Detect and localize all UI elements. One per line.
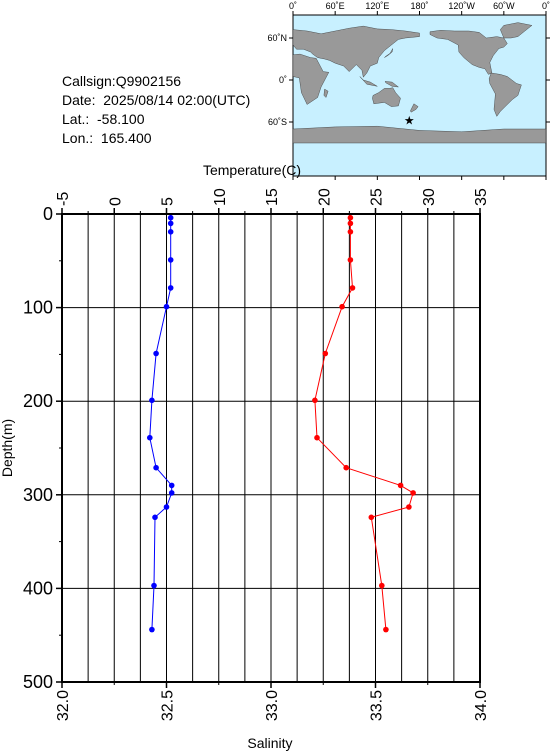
map-lon-label: 180˚	[410, 1, 428, 11]
salinity-point	[312, 397, 318, 404]
salinity-point	[379, 582, 385, 589]
salinity-point	[410, 490, 416, 496]
land-shape	[488, 72, 522, 117]
temperature-point	[149, 397, 155, 404]
salinity-point	[368, 514, 375, 521]
depth-tick-label: 300	[23, 485, 53, 505]
chart-grid	[62, 214, 480, 682]
temperature-point	[167, 220, 174, 227]
temperature-point	[163, 303, 170, 310]
depth-tick-label: 0	[43, 204, 53, 224]
temperature-tick-label: 35	[473, 188, 490, 206]
temperature-point	[167, 214, 174, 221]
temperature-tick-label: 10	[212, 188, 229, 206]
salinity-point	[347, 257, 354, 263]
land-shape	[429, 30, 508, 75]
data-series	[147, 214, 416, 633]
station-info: Callsign:Q9902156 Date: 2025/08/14 02:00…	[62, 72, 250, 148]
salinity-tick-label: 34.0	[473, 690, 490, 721]
salinity-tick-label: 32.5	[160, 690, 177, 721]
land-shape	[292, 125, 547, 144]
land-shape	[372, 87, 401, 107]
temperature-point	[168, 490, 175, 496]
world-map: 0˚ 60˚E 120˚E 180˚ 120˚W 60˚W 0˚ 60˚N 0˚ 60˚S ★	[267, 1, 550, 180]
temperature-tick-label: -5	[55, 192, 72, 206]
temperature-point	[151, 582, 157, 589]
salinity-point	[347, 229, 354, 235]
map-graticule	[289, 11, 550, 180]
latitude-label: Lat.: -58.100	[62, 111, 145, 127]
salinity-point	[383, 626, 389, 633]
map-lon-label: 120˚E	[365, 1, 389, 11]
map-lat-label: 0˚	[279, 75, 287, 85]
salinity-point	[406, 504, 412, 510]
salinity-tick-label: 33.0	[264, 690, 281, 721]
land-shape	[323, 88, 329, 98]
temperature-tick-label: 30	[421, 188, 438, 206]
temperature-point	[149, 626, 155, 633]
salinity-axis-label: Salinity	[247, 735, 292, 751]
salinity-profile-line	[314, 217, 414, 630]
map-lon-label: 60˚W	[493, 1, 515, 11]
land-shape	[500, 22, 533, 39]
temperature-tick-label: 15	[264, 188, 281, 206]
map-labels: 0˚ 60˚E 120˚E 180˚ 120˚W 60˚W 0˚ 60˚N 0˚ 60˚S	[267, 1, 550, 127]
temperature-tick-label: 5	[160, 197, 177, 206]
salinity-point	[347, 220, 354, 227]
map-lon-label: 60˚E	[326, 1, 345, 11]
land-shape	[292, 53, 330, 105]
salinity-point	[343, 464, 350, 471]
temperature-axis: -5 0 5 10 15 20 25 30 35	[55, 188, 490, 214]
date-label: Date: 2025/08/14 02:00(UTC)	[62, 92, 251, 108]
salinity-point	[349, 285, 356, 291]
temperature-point	[153, 350, 159, 357]
salinity-point	[322, 350, 329, 357]
profile-chart: -5 0 5 10 15 20 25 30 35 32.0 32.5 33.0 33.5 34.0 01…	[0, 162, 490, 751]
map-lon-label: 120˚W	[448, 1, 475, 11]
temperature-profile-line	[149, 217, 173, 630]
salinity-point	[314, 434, 320, 441]
depth-axis: 0 100 200 300 400 500	[23, 204, 62, 692]
depth-tick-label: 400	[23, 578, 53, 598]
salinity-point	[339, 303, 345, 310]
salinity-point	[347, 214, 354, 221]
land-shape	[292, 25, 420, 78]
temperature-point	[167, 229, 174, 235]
depth-tick-label: 100	[23, 298, 53, 318]
salinity-tick-label: 32.0	[55, 690, 72, 721]
temperature-point	[152, 514, 158, 521]
temperature-point	[168, 482, 175, 489]
map-lat-label: 60˚N	[267, 33, 287, 43]
map-lon-label: 0˚	[289, 1, 297, 11]
land-shape	[384, 81, 400, 88]
temperature-point	[147, 434, 153, 441]
map-land	[292, 22, 547, 144]
temperature-point	[163, 504, 170, 510]
salinity-point	[397, 482, 404, 489]
temperature-point	[153, 464, 159, 471]
map-lat-label: 60˚S	[268, 117, 287, 127]
land-shape	[359, 76, 378, 87]
temperature-axis-label: Temperature(C)	[203, 162, 301, 178]
depth-tick-label: 500	[23, 672, 53, 692]
depth-tick-label: 200	[23, 391, 53, 411]
map-lon-label: 0˚	[542, 1, 550, 11]
temperature-point	[167, 285, 174, 291]
temperature-tick-label: 20	[316, 188, 333, 206]
land-shape	[384, 48, 393, 58]
land-shape	[410, 103, 419, 113]
depth-axis-label: Depth(m)	[0, 419, 15, 477]
temperature-tick-label: 0	[107, 197, 124, 206]
callsign-label: Callsign:Q9902156	[62, 73, 182, 89]
salinity-tick-label: 33.5	[369, 690, 386, 721]
station-marker: ★	[404, 114, 415, 128]
longitude-label: Lon.: 165.400	[62, 130, 152, 146]
temperature-tick-label: 25	[369, 188, 386, 206]
salinity-axis: 32.0 32.5 33.0 33.5 34.0	[55, 682, 490, 721]
temperature-point	[167, 257, 174, 263]
